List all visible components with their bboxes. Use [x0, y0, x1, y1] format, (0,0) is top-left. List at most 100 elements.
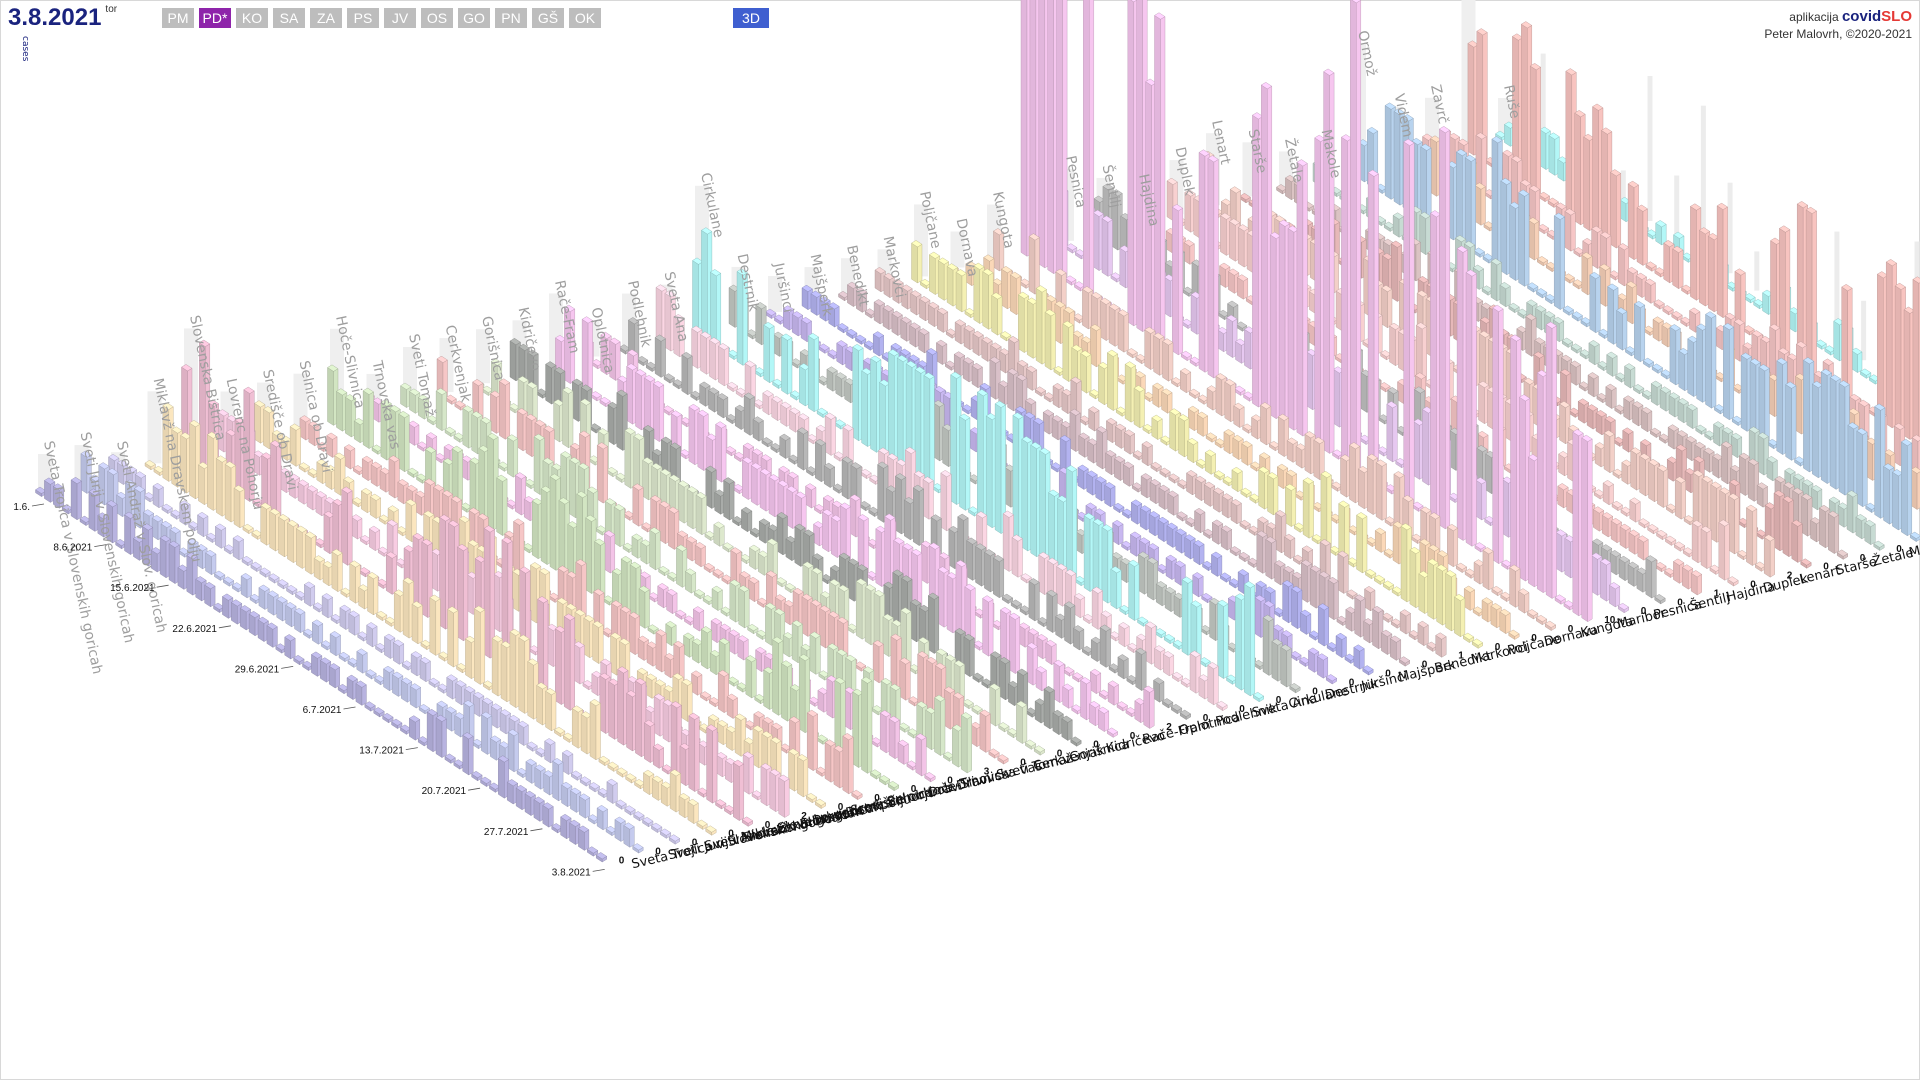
- bar: [373, 707, 385, 718]
- bar: [250, 561, 262, 572]
- region-button-9[interactable]: PN: [495, 8, 527, 28]
- bar: [1141, 441, 1153, 467]
- bar: [1562, 305, 1574, 316]
- bar: [1577, 398, 1590, 424]
- author-credit: Peter Malovrh, ©2020-2021: [1764, 27, 1912, 41]
- bar: [1194, 507, 1206, 534]
- last-value-label: 0: [1641, 606, 1647, 617]
- bar: [1045, 639, 1057, 666]
- bar: [1644, 278, 1656, 304]
- bar: [665, 620, 677, 647]
- bar: [918, 328, 930, 354]
- bar: [1365, 568, 1377, 580]
- region-button-0[interactable]: PM: [162, 8, 194, 28]
- bar: [1316, 653, 1329, 679]
- bar: [1260, 402, 1272, 446]
- bar: [1267, 472, 1279, 516]
- bar: [542, 802, 554, 828]
- bar: [392, 639, 405, 665]
- bar: [1429, 512, 1441, 556]
- bar: [1233, 402, 1245, 428]
- view-3d-button[interactable]: 3D: [733, 8, 769, 28]
- bar: [351, 514, 363, 540]
- region-button-5[interactable]: PS: [347, 8, 379, 28]
- bar: [696, 819, 708, 830]
- bar: [428, 677, 440, 688]
- bar: [625, 773, 637, 784]
- bar: [1600, 558, 1612, 602]
- bar: [1025, 365, 1038, 391]
- bar: [445, 394, 457, 405]
- last-value-label: 0: [1276, 695, 1282, 706]
- bar: [1438, 126, 1451, 530]
- last-value-label: 0: [1750, 580, 1756, 591]
- bar: [1417, 620, 1429, 647]
- last-value-label: 0: [1349, 677, 1355, 688]
- bar: [692, 606, 705, 632]
- bar: [761, 437, 773, 448]
- bar: [1728, 493, 1740, 555]
- region-button-6[interactable]: JV: [384, 8, 416, 28]
- bar: [1508, 629, 1520, 640]
- bar: [1756, 482, 1768, 508]
- bar: [1220, 525, 1233, 551]
- date-tick-label: 13.7.2021: [359, 746, 404, 757]
- bar: [1605, 383, 1617, 409]
- bar: [1113, 502, 1125, 514]
- region-button-1[interactable]: PD*: [199, 8, 231, 28]
- bar: [1791, 519, 1803, 563]
- bar: [989, 683, 1001, 727]
- bar: [205, 549, 217, 576]
- bar: [1482, 547, 1494, 591]
- bar: [473, 605, 486, 685]
- bar: [1277, 413, 1290, 457]
- region-button-8[interactable]: GO: [458, 8, 490, 28]
- bar: [846, 328, 858, 340]
- bar: [603, 530, 616, 574]
- region-button-4[interactable]: ZA: [310, 8, 342, 28]
- brand-app-name[interactable]: covidSLO: [1842, 8, 1912, 25]
- bar: [1241, 440, 1253, 466]
- region-button-11[interactable]: OK: [569, 8, 601, 28]
- bar: [713, 521, 725, 547]
- bar: [752, 416, 764, 442]
- bar: [1589, 271, 1601, 334]
- bar: [596, 442, 609, 504]
- bar: [814, 798, 827, 809]
- page-title: 3.8.2021 tor: [8, 4, 117, 32]
- bar: [1065, 275, 1077, 286]
- bar: [962, 698, 974, 710]
- bar: [348, 610, 360, 636]
- bar: [712, 568, 724, 579]
- bar: [1811, 485, 1823, 511]
- bar: [1162, 698, 1174, 709]
- bar: [232, 535, 244, 561]
- bar: [1588, 340, 1600, 366]
- bar: [1568, 407, 1581, 418]
- bar: [1382, 580, 1395, 591]
- last-value-label: 0: [1385, 669, 1391, 680]
- region-button-2[interactable]: KO: [236, 8, 268, 28]
- region-button-3[interactable]: SA: [273, 8, 305, 28]
- bars: [35, 0, 1920, 863]
- bar: [586, 846, 599, 857]
- bar: [366, 622, 378, 648]
- bar: [1219, 572, 1232, 583]
- bar: [1135, 647, 1147, 691]
- bar: [859, 500, 871, 512]
- bar: [1683, 515, 1695, 526]
- bar: [1413, 418, 1425, 480]
- bar: [444, 753, 456, 764]
- bar: [1181, 318, 1193, 329]
- bar: [1080, 350, 1092, 394]
- bar: [1636, 204, 1648, 266]
- region-button-10[interactable]: GŠ: [532, 8, 564, 28]
- bar: [1375, 459, 1387, 521]
- bar: [717, 343, 730, 387]
- region-button-7[interactable]: OS: [421, 8, 453, 28]
- bar: [1284, 483, 1297, 527]
- brand-name[interactable]: covid: [1841, 8, 1882, 25]
- bar: [1231, 466, 1243, 493]
- bar: [570, 770, 583, 781]
- brand-suffix[interactable]: SLO: [1881, 8, 1912, 25]
